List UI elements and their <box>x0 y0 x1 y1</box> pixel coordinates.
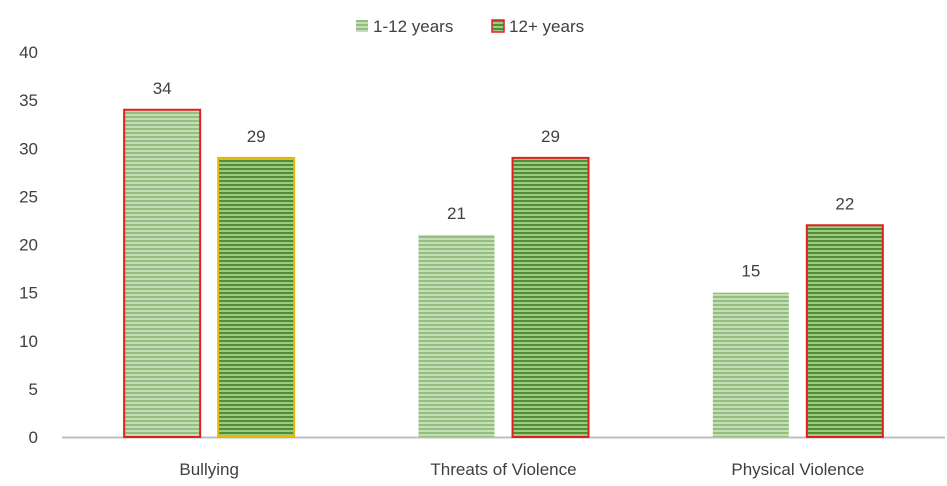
x-tick-label: Bullying <box>179 460 239 479</box>
y-tick-label: 40 <box>19 43 38 62</box>
bar <box>805 224 884 438</box>
bar <box>418 234 495 437</box>
x-tick-label: Threats of Violence <box>430 460 576 479</box>
bar <box>217 156 296 438</box>
data-label: 34 <box>153 79 172 98</box>
y-tick-label: 30 <box>19 139 38 158</box>
data-label: 22 <box>835 194 854 213</box>
y-tick-label: 10 <box>19 332 38 351</box>
legend: 1-12 years 12+ years <box>356 17 584 36</box>
y-tick-label: 20 <box>19 236 38 255</box>
bars <box>123 108 884 438</box>
y-tick-label: 35 <box>19 91 38 110</box>
y-tick-label: 15 <box>19 284 38 303</box>
data-label: 29 <box>541 127 560 146</box>
legend-swatch <box>491 19 505 33</box>
bar <box>712 292 789 437</box>
y-tick-label: 0 <box>29 428 38 447</box>
data-label: 29 <box>247 127 266 146</box>
data-label: 15 <box>741 262 760 281</box>
axes: 0 5 10 15 20 25 30 35 40 Bullying Threats of Viole… <box>19 43 945 479</box>
legend-label: 12+ years <box>509 17 584 36</box>
legend-swatch <box>356 20 368 32</box>
x-tick-label: Physical Violence <box>731 460 864 479</box>
data-label: 21 <box>447 204 466 223</box>
bar <box>123 108 202 438</box>
y-tick-label: 5 <box>29 380 38 399</box>
bar <box>511 156 590 438</box>
y-tick-label: 25 <box>19 187 38 206</box>
data-labels: 34 29 21 29 15 22 <box>153 79 855 281</box>
legend-label: 1-12 years <box>373 17 453 36</box>
